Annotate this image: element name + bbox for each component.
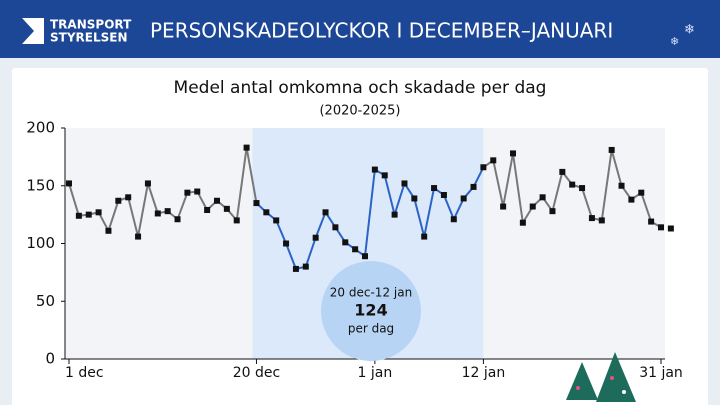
point [243, 144, 250, 151]
point [164, 208, 171, 215]
point [648, 218, 655, 225]
point [460, 195, 467, 202]
point [598, 217, 605, 224]
point [233, 217, 240, 224]
point [638, 189, 645, 196]
point [85, 211, 92, 218]
annotation-unit: per dag [348, 322, 394, 336]
x-tick-label: 12 jan [462, 365, 506, 381]
snowflake: ❄ [670, 35, 679, 48]
y-tick-label: 0 [45, 350, 55, 368]
point [302, 263, 309, 270]
tree-decoration [566, 352, 636, 402]
snowflake: ❄ [684, 23, 695, 38]
point [401, 180, 408, 187]
header-bar [0, 0, 720, 58]
point [411, 195, 418, 202]
point [135, 233, 142, 240]
x-tick-label: 1 dec [65, 365, 104, 381]
point [125, 194, 132, 201]
plot: 0 50 100 150 200 1 dec 20 dec 1 jan 12 jan 31 jan… [26, 119, 682, 382]
point [105, 227, 112, 234]
point [440, 191, 447, 198]
line-segment [255, 166, 485, 271]
point [75, 212, 82, 219]
point [490, 157, 497, 164]
point [529, 203, 536, 210]
point [608, 146, 615, 153]
point [569, 181, 576, 188]
point [588, 215, 595, 222]
chart-subtitle: (2020-2025) [319, 104, 400, 119]
point [322, 209, 329, 216]
point [144, 180, 151, 187]
point [559, 168, 566, 175]
point [352, 246, 359, 253]
point [154, 210, 161, 217]
point [500, 203, 507, 210]
point [332, 224, 339, 231]
point [115, 197, 122, 204]
chart-title: Medel antal omkomna och skadade per dag [174, 78, 547, 98]
point [421, 233, 428, 240]
point [480, 164, 487, 171]
point [253, 200, 260, 207]
header-title: PERSONSKADEOLYCKOR I DECEMBER–JANUARI [150, 19, 613, 43]
point [431, 185, 438, 192]
point [519, 219, 526, 226]
point [273, 217, 280, 224]
point [618, 182, 625, 189]
y-tick-label: 50 [36, 292, 55, 310]
point [549, 208, 556, 215]
point [95, 209, 102, 216]
annotation-label: 20 dec-12 jan [330, 286, 412, 300]
line-segment [245, 147, 258, 204]
point [66, 180, 72, 187]
logo-text: STYRELSEN [50, 31, 127, 45]
point [658, 224, 664, 231]
point [292, 265, 299, 272]
point [312, 234, 319, 241]
point [362, 253, 368, 260]
point [194, 188, 201, 195]
point [371, 166, 378, 173]
y-tick-label: 150 [26, 176, 55, 194]
point [391, 211, 398, 218]
logo-icon [22, 18, 44, 44]
point [628, 196, 635, 203]
annotation-value: 124 [354, 301, 387, 320]
point [667, 225, 674, 232]
point [204, 207, 211, 214]
point [342, 239, 349, 246]
point [263, 209, 270, 216]
point [510, 150, 516, 157]
point [283, 240, 290, 247]
annotation-bubble [321, 261, 421, 361]
logo-text: TRANSPORT [50, 18, 132, 32]
y-tick-label: 200 [26, 119, 55, 137]
x-tick-label: 1 jan [358, 365, 393, 381]
point [470, 183, 477, 190]
y-tick-label: 100 [26, 234, 55, 252]
x-tick-label: 31 jan [639, 365, 683, 381]
point [223, 205, 230, 212]
point [450, 216, 457, 223]
point [579, 185, 586, 192]
x-tick-label: 20 dec [233, 365, 280, 381]
point [174, 216, 181, 223]
point [214, 197, 220, 204]
point [184, 189, 191, 196]
point [381, 172, 388, 179]
point [539, 194, 546, 201]
